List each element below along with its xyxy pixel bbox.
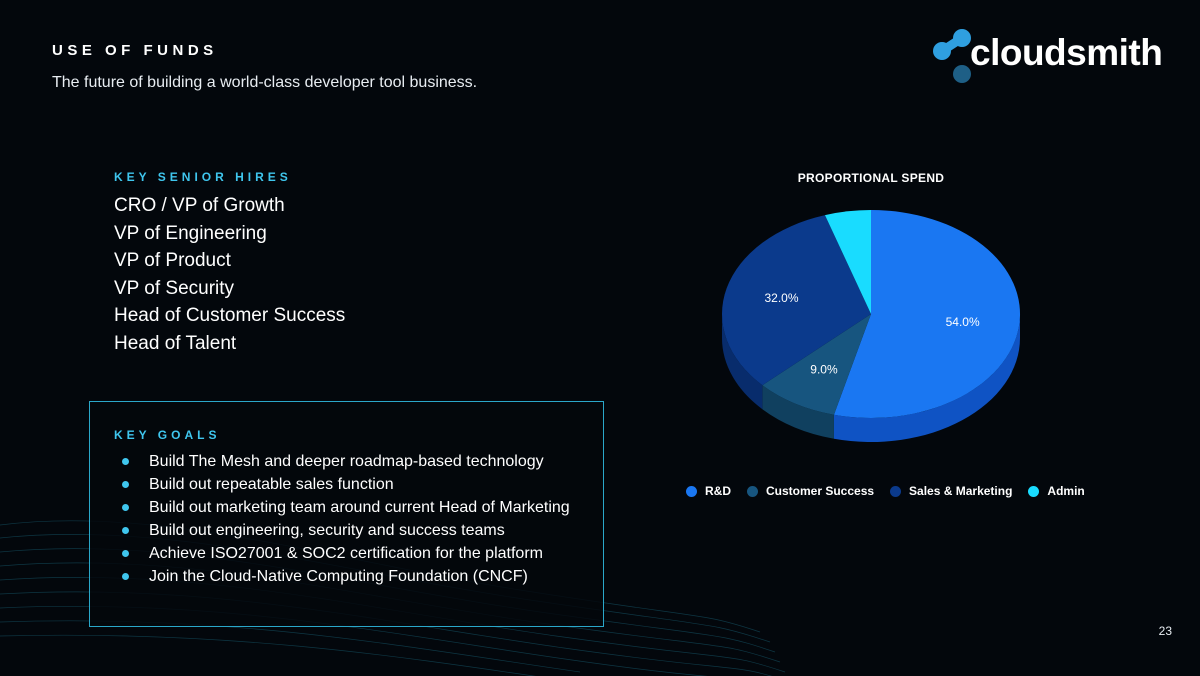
legend-swatch-icon xyxy=(747,485,758,497)
bullet-dot-icon xyxy=(122,481,129,488)
goal-item: Build out marketing team around current … xyxy=(122,496,570,519)
page-number: 23 xyxy=(1158,624,1172,638)
bullet-dot-icon xyxy=(122,504,129,511)
hire-item: Head of Talent xyxy=(114,332,237,354)
hire-item: VP of Engineering xyxy=(114,222,267,244)
hire-item: CRO / VP of Growth xyxy=(114,195,285,216)
chart-title: PROPORTIONAL SPEND xyxy=(797,171,945,185)
cloudsmith-logo: cloudsmith xyxy=(928,26,1168,90)
goal-item: Build out repeatable sales function xyxy=(122,473,570,496)
goal-item: Join the Cloud-Native Computing Foundati… xyxy=(122,565,570,588)
legend-swatch-icon xyxy=(1028,485,1040,497)
pie-slice-side xyxy=(762,385,834,439)
slide-title: USE OF FUNDS xyxy=(52,42,218,59)
pie-slice-customer-success xyxy=(762,314,871,415)
slide-subtitle: The future of building a world-class dev… xyxy=(52,74,478,91)
pie-data-label: 32.0% xyxy=(765,291,799,305)
pie-data-label: 54.0% xyxy=(946,315,980,329)
bullet-dot-icon xyxy=(122,573,129,580)
pie-slice-side xyxy=(833,314,1020,442)
chart-legend: R&D Customer Success Sales & Marketing Admi… xyxy=(686,484,1085,498)
logo-wordmark: cloudsmith xyxy=(970,32,1163,73)
hire-item: VP of Product xyxy=(114,250,231,271)
bullet-dot-icon xyxy=(122,550,129,557)
goal-text: Build out repeatable sales function xyxy=(149,476,394,493)
legend-label: Admin xyxy=(1047,484,1085,498)
goal-item: Achieve ISO27001 & SOC2 certification fo… xyxy=(122,542,570,565)
legend-item: Customer Success xyxy=(747,484,874,498)
goal-text: Join the Cloud-Native Computing Foundati… xyxy=(149,568,528,585)
pie-slice-side xyxy=(722,314,763,410)
legend-item: Sales & Marketing xyxy=(890,484,1012,498)
legend-item: Admin xyxy=(1028,484,1085,498)
pie-slice-sales-marketing xyxy=(722,215,871,386)
pie-side-walls xyxy=(722,314,1020,442)
bullet-dot-icon xyxy=(122,527,129,534)
legend-swatch-icon xyxy=(890,485,902,497)
goal-item: Build out engineering, security and succ… xyxy=(122,519,570,542)
hire-item: Head of Customer Success xyxy=(114,305,346,326)
pie-slice-r-d xyxy=(833,209,1021,418)
goal-text: Build The Mesh and deeper roadmap-based … xyxy=(149,453,544,470)
key-goals-list: Build The Mesh and deeper roadmap-based … xyxy=(122,450,570,588)
legend-swatch-icon xyxy=(686,485,697,497)
goal-item: Build The Mesh and deeper roadmap-based … xyxy=(122,450,570,473)
goal-text: Build out marketing team around current … xyxy=(149,499,570,516)
cloudsmith-logo-icon xyxy=(933,29,971,83)
bullet-dot-icon xyxy=(122,458,129,465)
pie-data-label: 9.0% xyxy=(810,363,838,377)
key-goals-box: KEY GOALS Build The Mesh and deeper road… xyxy=(89,401,604,627)
key-senior-hires-heading: KEY SENIOR HIRES xyxy=(114,170,292,184)
pie-chart: 54.0% 9.0% 32.0% xyxy=(722,209,1021,442)
pie-slice-admin xyxy=(824,210,871,314)
goal-text: Build out engineering, security and succ… xyxy=(149,522,505,539)
legend-label: Customer Success xyxy=(766,484,875,498)
key-goals-heading: KEY GOALS xyxy=(114,428,221,442)
goal-text: Achieve ISO27001 & SOC2 certification fo… xyxy=(149,545,543,562)
key-senior-hires-list: CRO / VP of Growth VP of Engineering VP … xyxy=(114,192,345,357)
legend-label: R&D xyxy=(705,484,731,498)
legend-item: R&D xyxy=(686,484,731,498)
hire-item: VP of Security xyxy=(114,277,235,299)
legend-label: Sales & Marketing xyxy=(909,484,1013,498)
